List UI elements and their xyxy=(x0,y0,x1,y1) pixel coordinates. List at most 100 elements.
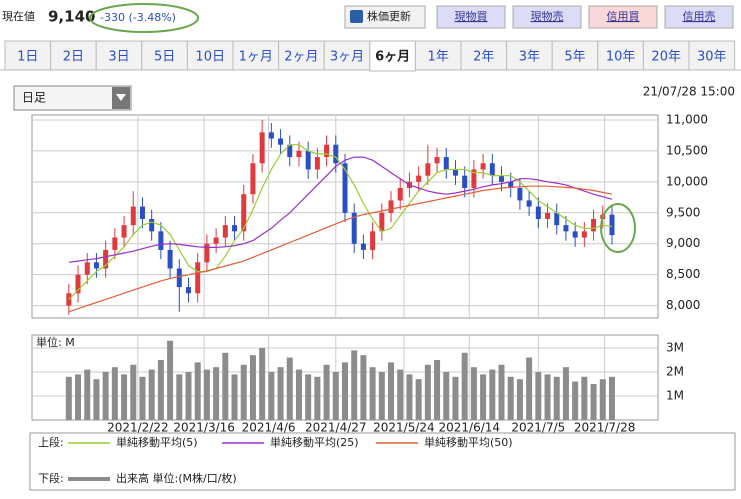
period-tab[interactable]: 1ヶ月 xyxy=(232,40,280,71)
period-tab[interactable]: 10日 xyxy=(186,40,234,71)
legend-label: 単純移動平均(25) xyxy=(270,435,359,449)
button-label: 株価更新 xyxy=(367,9,411,23)
period-tab[interactable]: 2ヶ月 xyxy=(278,40,325,71)
candle-body xyxy=(250,163,256,195)
volume-bar xyxy=(259,347,266,420)
tab-label: 1年 xyxy=(428,50,449,65)
volume-bar xyxy=(443,371,450,420)
volume-bar xyxy=(599,379,606,420)
highlight-ellipse xyxy=(89,3,199,33)
volume-bar xyxy=(121,374,128,420)
volume-bar xyxy=(526,357,533,420)
tab-label: 3ヶ月 xyxy=(330,50,364,65)
candle-body xyxy=(204,243,210,263)
legend-title: 下段: xyxy=(38,471,64,485)
volume-bar xyxy=(314,376,321,420)
trade-button[interactable]: 現物買 xyxy=(436,5,506,29)
y-tick-label: 8,000 xyxy=(666,298,700,312)
candle-body xyxy=(609,214,615,236)
y-tick-label: 3M xyxy=(666,340,684,354)
refresh-button[interactable]: 株価更新 xyxy=(344,5,426,29)
candle-body xyxy=(103,249,109,269)
volume-bar xyxy=(286,357,293,420)
candle-body xyxy=(480,163,486,170)
candle-body xyxy=(195,262,201,294)
volume-bar xyxy=(75,374,82,420)
period-tab[interactable]: 3年 xyxy=(506,40,553,71)
trade-button[interactable]: 現物売 xyxy=(512,5,582,29)
highlight-ellipse xyxy=(600,203,636,253)
moving-average-line xyxy=(68,156,613,263)
legend-title: 上段: xyxy=(38,435,64,449)
volume-bar xyxy=(516,379,523,420)
candle-body xyxy=(287,144,293,158)
volume-bar xyxy=(498,364,505,420)
candle-body xyxy=(296,150,302,158)
y-tick-label: 8,500 xyxy=(666,267,700,281)
candle-body xyxy=(591,218,597,232)
candle-body xyxy=(314,157,320,170)
period-tab[interactable]: 30年 xyxy=(688,40,736,71)
volume-bar xyxy=(608,376,615,420)
y-tick-label: 11,000 xyxy=(666,112,708,126)
period-tab[interactable]: 3日 xyxy=(95,40,143,71)
x-tick-label: 2021/7/28 xyxy=(574,421,636,435)
dropdown[interactable]: 日足 xyxy=(13,85,132,111)
period-tab[interactable]: 5日 xyxy=(141,40,188,71)
candle-body xyxy=(360,243,366,250)
x-tick-label: 2021/2/22 xyxy=(107,421,169,435)
tab-label: 6ヶ月 xyxy=(375,50,410,65)
tab-frame xyxy=(460,40,508,71)
y-tick-label: 9,500 xyxy=(666,205,700,219)
volume-bar xyxy=(295,369,302,420)
volume-bar xyxy=(434,359,441,420)
period-tab[interactable]: 1年 xyxy=(414,40,462,71)
tab-label: 10年 xyxy=(606,50,636,65)
button-frame xyxy=(664,5,734,29)
y-tick-label: 9,000 xyxy=(666,236,700,250)
y-tick-label: 2M xyxy=(666,364,684,378)
moving-average-line xyxy=(68,185,613,313)
period-tab[interactable]: 10年 xyxy=(597,40,644,71)
candle-body xyxy=(443,157,449,170)
volume-bar xyxy=(222,352,229,420)
period-tab[interactable]: 20年 xyxy=(642,40,690,71)
trade-button[interactable]: 信用売 xyxy=(664,5,734,29)
x-tick-label: 2021/4/6 xyxy=(242,421,296,435)
candle-body xyxy=(535,206,541,219)
candle-body xyxy=(416,175,422,182)
tab-label: 20年 xyxy=(651,50,681,65)
candle-body xyxy=(66,293,72,306)
trade-button[interactable]: 信用買 xyxy=(588,5,658,29)
candle-body xyxy=(278,138,284,145)
candle-body xyxy=(572,231,578,238)
volume-bar xyxy=(139,376,146,420)
legend-label: 単純移動平均(5) xyxy=(116,435,198,449)
volume-bar xyxy=(378,371,385,420)
volume-bar xyxy=(65,376,72,420)
tab-frame xyxy=(232,40,280,71)
period-tab[interactable]: 2日 xyxy=(50,40,97,71)
candle-body xyxy=(397,188,403,201)
period-tab[interactable]: 6ヶ月 xyxy=(369,40,416,72)
tab-frame xyxy=(186,40,234,71)
volume-bar xyxy=(581,376,588,420)
candle-body xyxy=(149,218,155,232)
dropdown-label: 日足 xyxy=(22,91,46,105)
volume-bar xyxy=(277,367,284,420)
volume-bar xyxy=(323,364,330,420)
unit-label: 単位: M xyxy=(36,335,75,349)
period-tab[interactable]: 3ヶ月 xyxy=(323,40,371,71)
volume-bar xyxy=(424,364,431,420)
volume-bar xyxy=(240,364,247,420)
candle-body xyxy=(388,200,394,213)
candle-body xyxy=(222,225,228,238)
tab-frame xyxy=(278,40,325,71)
period-tab[interactable]: 1日 xyxy=(4,40,52,71)
period-tab[interactable]: 5年 xyxy=(551,40,599,71)
x-tick-label: 2021/3/16 xyxy=(173,421,235,435)
tab-frame xyxy=(597,40,644,71)
period-tab[interactable]: 2年 xyxy=(460,40,508,71)
button-label: 信用買 xyxy=(607,10,640,23)
